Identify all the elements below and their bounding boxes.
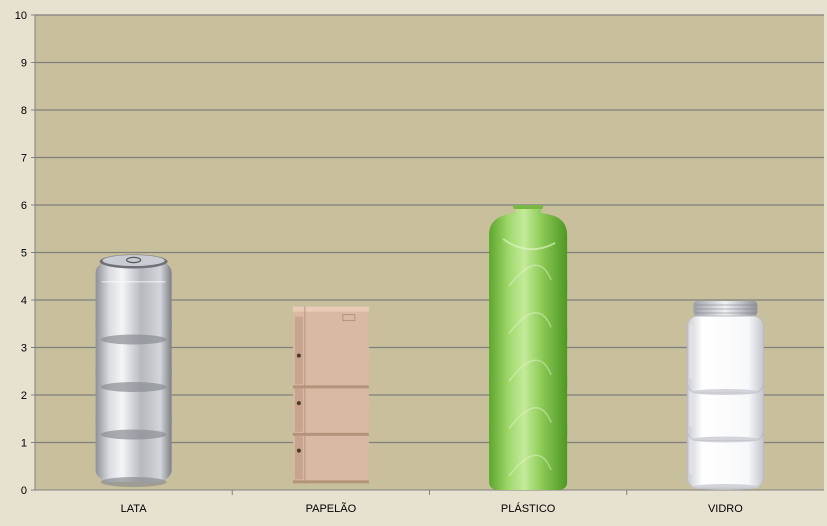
pictograph-marks: [95, 205, 764, 490]
y-tick-label: 8: [21, 105, 27, 117]
y-tick-label: 10: [15, 10, 27, 22]
x-category-label: VIDRO: [708, 503, 743, 515]
x-axis-category-labels: LATA PAPELÃO PLÁSTICO VIDRO: [121, 502, 744, 515]
axes: [34, 15, 824, 495]
y-tick-label: 0: [21, 485, 27, 497]
y-tick-label: 4: [21, 295, 27, 307]
y-tick-label: 7: [21, 153, 27, 165]
x-category-label: PAPELÃO: [306, 502, 357, 515]
y-tick-label: 6: [21, 200, 27, 212]
y-axis-tick-labels: 0 1 2 3 4 5 6 7 8 9 10: [15, 10, 27, 497]
y-tick-label: 5: [21, 248, 27, 260]
glass-jar-icon: [686, 301, 764, 395]
y-tick-label: 9: [21, 58, 27, 70]
y-tick-label: 1: [21, 438, 27, 450]
soda-can-icon: [95, 254, 172, 345]
cardboard-box-icon: [292, 306, 369, 389]
plastic-bottle-icon: [489, 205, 568, 300]
y-tick-label: 3: [21, 343, 27, 355]
x-category-label: LATA: [121, 503, 148, 515]
x-category-label: PLÁSTICO: [501, 502, 556, 515]
y-tick-label: 2: [21, 390, 27, 402]
